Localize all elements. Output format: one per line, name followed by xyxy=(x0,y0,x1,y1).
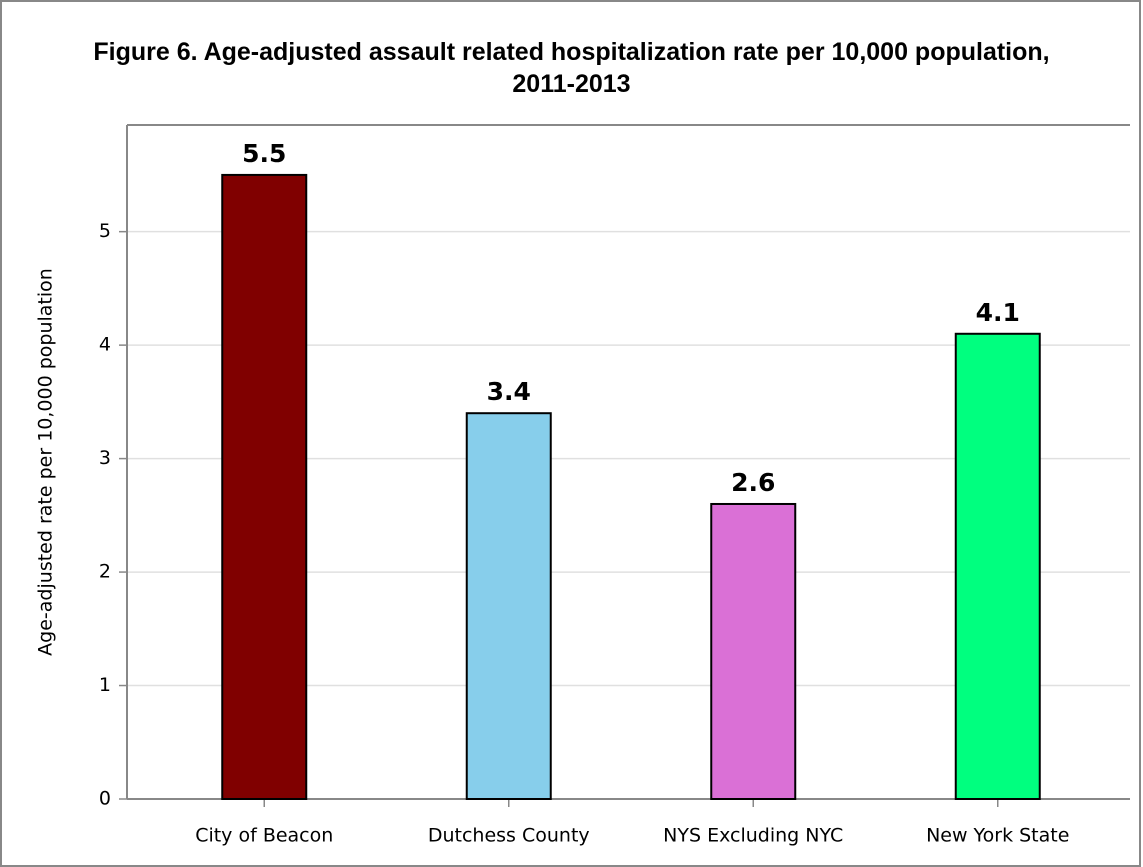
bar xyxy=(221,173,308,801)
value-label: 4.1 xyxy=(976,298,1020,327)
y-axis-label: Age-adjusted rate per 10,000 population xyxy=(35,268,57,656)
bar xyxy=(465,412,552,800)
value-label: 2.6 xyxy=(731,468,775,497)
y-tick-label: 0 xyxy=(99,788,111,810)
value-label: 5.5 xyxy=(242,139,286,168)
x-tick-label: Dutchess County xyxy=(428,825,590,847)
bar xyxy=(710,502,797,800)
y-tick-label: 2 xyxy=(99,561,111,583)
x-tick-label: City of Beacon xyxy=(195,825,333,847)
y-tick-label: 3 xyxy=(99,447,111,469)
x-tick-label: New York State xyxy=(926,825,1069,847)
x-tick-label: NYS Excluding NYC xyxy=(663,825,843,847)
y-tick-label: 1 xyxy=(99,674,111,696)
y-tick-label: 5 xyxy=(99,220,111,242)
y-tick-label: 4 xyxy=(99,334,111,356)
chart-title: Figure 6. Age-adjusted assault related h… xyxy=(93,38,1050,98)
bar xyxy=(954,332,1041,800)
value-label: 3.4 xyxy=(487,377,531,406)
